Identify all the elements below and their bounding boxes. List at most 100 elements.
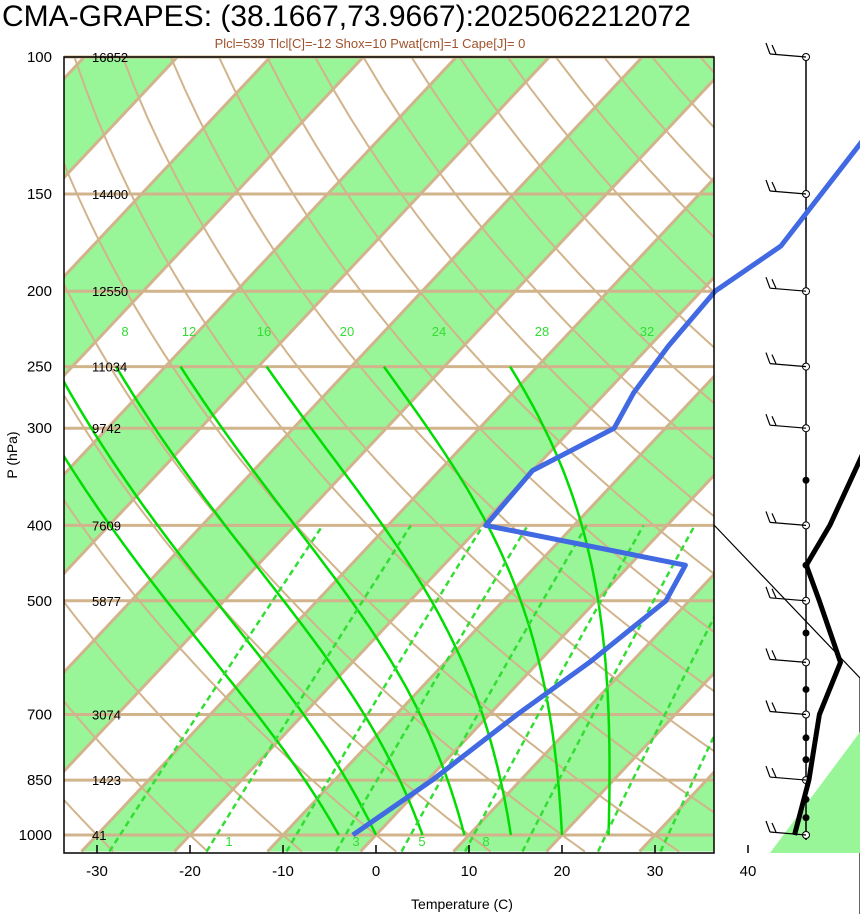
wind-barb-shaft: [769, 190, 807, 195]
mixing-ratio-line: [463, 524, 645, 853]
temperature-profile: [792, 453, 860, 836]
height-label: 7609: [92, 518, 121, 533]
dry-adiabat: [73, 57, 714, 814]
dry-adiabat: [217, 57, 714, 634]
wind-barb-flag: [765, 413, 771, 426]
moist-adiabat: [509, 365, 611, 836]
height-label: 12550: [92, 284, 128, 299]
wind-barb-flag: [771, 278, 777, 289]
wind-barb-flag: [771, 354, 777, 364]
mixing-ratio-line: [659, 733, 714, 853]
dry-adiabat: [64, 160, 680, 853]
dry-adiabat: [266, 57, 714, 576]
wind-barb-flag: [765, 276, 771, 289]
wind-barb-flag: [765, 352, 771, 364]
wind-barb-shaft: [769, 53, 807, 58]
mixing-ratio-lines: [108, 524, 714, 853]
wind-barb-flag: [771, 44, 777, 55]
height-label: 3074: [92, 707, 121, 722]
height-label: 9742: [92, 421, 121, 436]
dry-adiabat: [410, 57, 714, 405]
wind-barb-shaft: [769, 521, 807, 527]
height-label: 14400: [92, 187, 128, 202]
dry-adiabat: [64, 498, 397, 853]
chart-title: CMA-GRAPES: (38.1667,73.9667):2025062212…: [2, 0, 691, 33]
wind-barb-shaft: [769, 597, 807, 602]
isotherm-line: [64, 57, 180, 180]
isotherm-line: [64, 57, 459, 477]
moist-adiabat-label: 16: [257, 324, 271, 339]
height-label: 11034: [92, 360, 127, 375]
dry-adiabat: [748, 57, 860, 852]
pressure-tick-label: 500: [27, 593, 52, 610]
moist-adiabat-lines: [64, 365, 611, 836]
isotherm-line: [826, 21, 860, 851]
height-label: 41: [92, 828, 106, 843]
wind-level-dot: [802, 685, 810, 693]
wind-barb-flag: [765, 42, 771, 55]
moist-adiabat: [265, 365, 513, 836]
dry-adiabat: [314, 57, 714, 518]
wind-barb-flag: [771, 513, 777, 523]
wind-barb-flag: [771, 588, 777, 599]
wind-barb-flag: [771, 650, 777, 660]
dry-adiabat: [64, 282, 586, 853]
height-label: 1423: [92, 773, 121, 788]
isotherm-line: [733, 21, 860, 851]
wind-barb-shaft: [769, 424, 807, 429]
x-tick-label: -30: [86, 863, 108, 880]
isotherm-line: [64, 57, 645, 675]
wind-barb-shaft: [769, 658, 807, 663]
moist-adiabat-label: 12: [182, 324, 196, 339]
moist-adiabat-label: 28: [535, 324, 549, 339]
pressure-tick-label: 400: [27, 517, 52, 534]
moist-adiabat: [64, 453, 340, 836]
wind-level-dot: [802, 814, 810, 822]
dry-adiabat: [64, 700, 209, 853]
isotherm-line: [64, 57, 552, 576]
wind-barb-flag: [765, 765, 771, 778]
mixing-ratio-line: [596, 615, 714, 853]
mixing-ratio-label: 1: [225, 834, 232, 849]
wind-panel: [713, 42, 860, 914]
y-axis-label: P (hPa): [4, 431, 20, 478]
wind-level-dot: [802, 629, 810, 637]
moist-adiabat: [382, 365, 564, 836]
x-tick-label: 10: [461, 863, 478, 880]
isotherm-line: [64, 57, 366, 378]
mixing-ratio-line: [400, 524, 588, 853]
mixing-ratio-line: [335, 524, 529, 853]
pressure-tick-label: 150: [27, 186, 52, 203]
x-axis-label: Temperature (C): [411, 896, 513, 912]
wind-barb-flag: [771, 415, 777, 426]
pressure-tick-label: 850: [27, 772, 52, 789]
wind-barb-flag: [771, 767, 777, 778]
height-label: 5877: [92, 594, 121, 609]
dry-adiabat: [121, 57, 714, 753]
mixing-ratio-line: [205, 524, 412, 853]
x-tick-label: 0: [372, 863, 380, 880]
moist-adiabat-label: 24: [432, 324, 446, 339]
pressure-tick-label: 100: [27, 49, 52, 66]
mixing-ratio-label: 3: [352, 834, 359, 849]
wind-barb-flag: [765, 648, 771, 660]
wind-barb-shaft: [769, 362, 807, 368]
wind-level-dot: [802, 734, 810, 742]
wind-level-dot: [802, 476, 810, 484]
wind-panel-band: [770, 732, 860, 853]
dewpoint-profile: [351, 139, 860, 838]
moist-adiabat: [115, 365, 424, 836]
isotherm-band: [64, 57, 714, 772]
isotherm-line: [64, 57, 273, 279]
x-tick-label: 30: [647, 863, 664, 880]
pressure-tick-label: 200: [27, 283, 52, 300]
wind-barb-flag: [765, 700, 771, 712]
dry-adiabat: [64, 393, 492, 853]
mixing-ratio-line: [108, 524, 324, 853]
dry-adiabat: [169, 57, 714, 693]
wind-panel-border: [713, 524, 860, 914]
chart-subtitle: Plcl=539 Tlcl[C]=-12 Shox=10 Pwat[cm]=1 …: [214, 36, 526, 51]
moist-adiabat: [179, 365, 466, 836]
moist-adiabat-label: 20: [340, 324, 354, 339]
